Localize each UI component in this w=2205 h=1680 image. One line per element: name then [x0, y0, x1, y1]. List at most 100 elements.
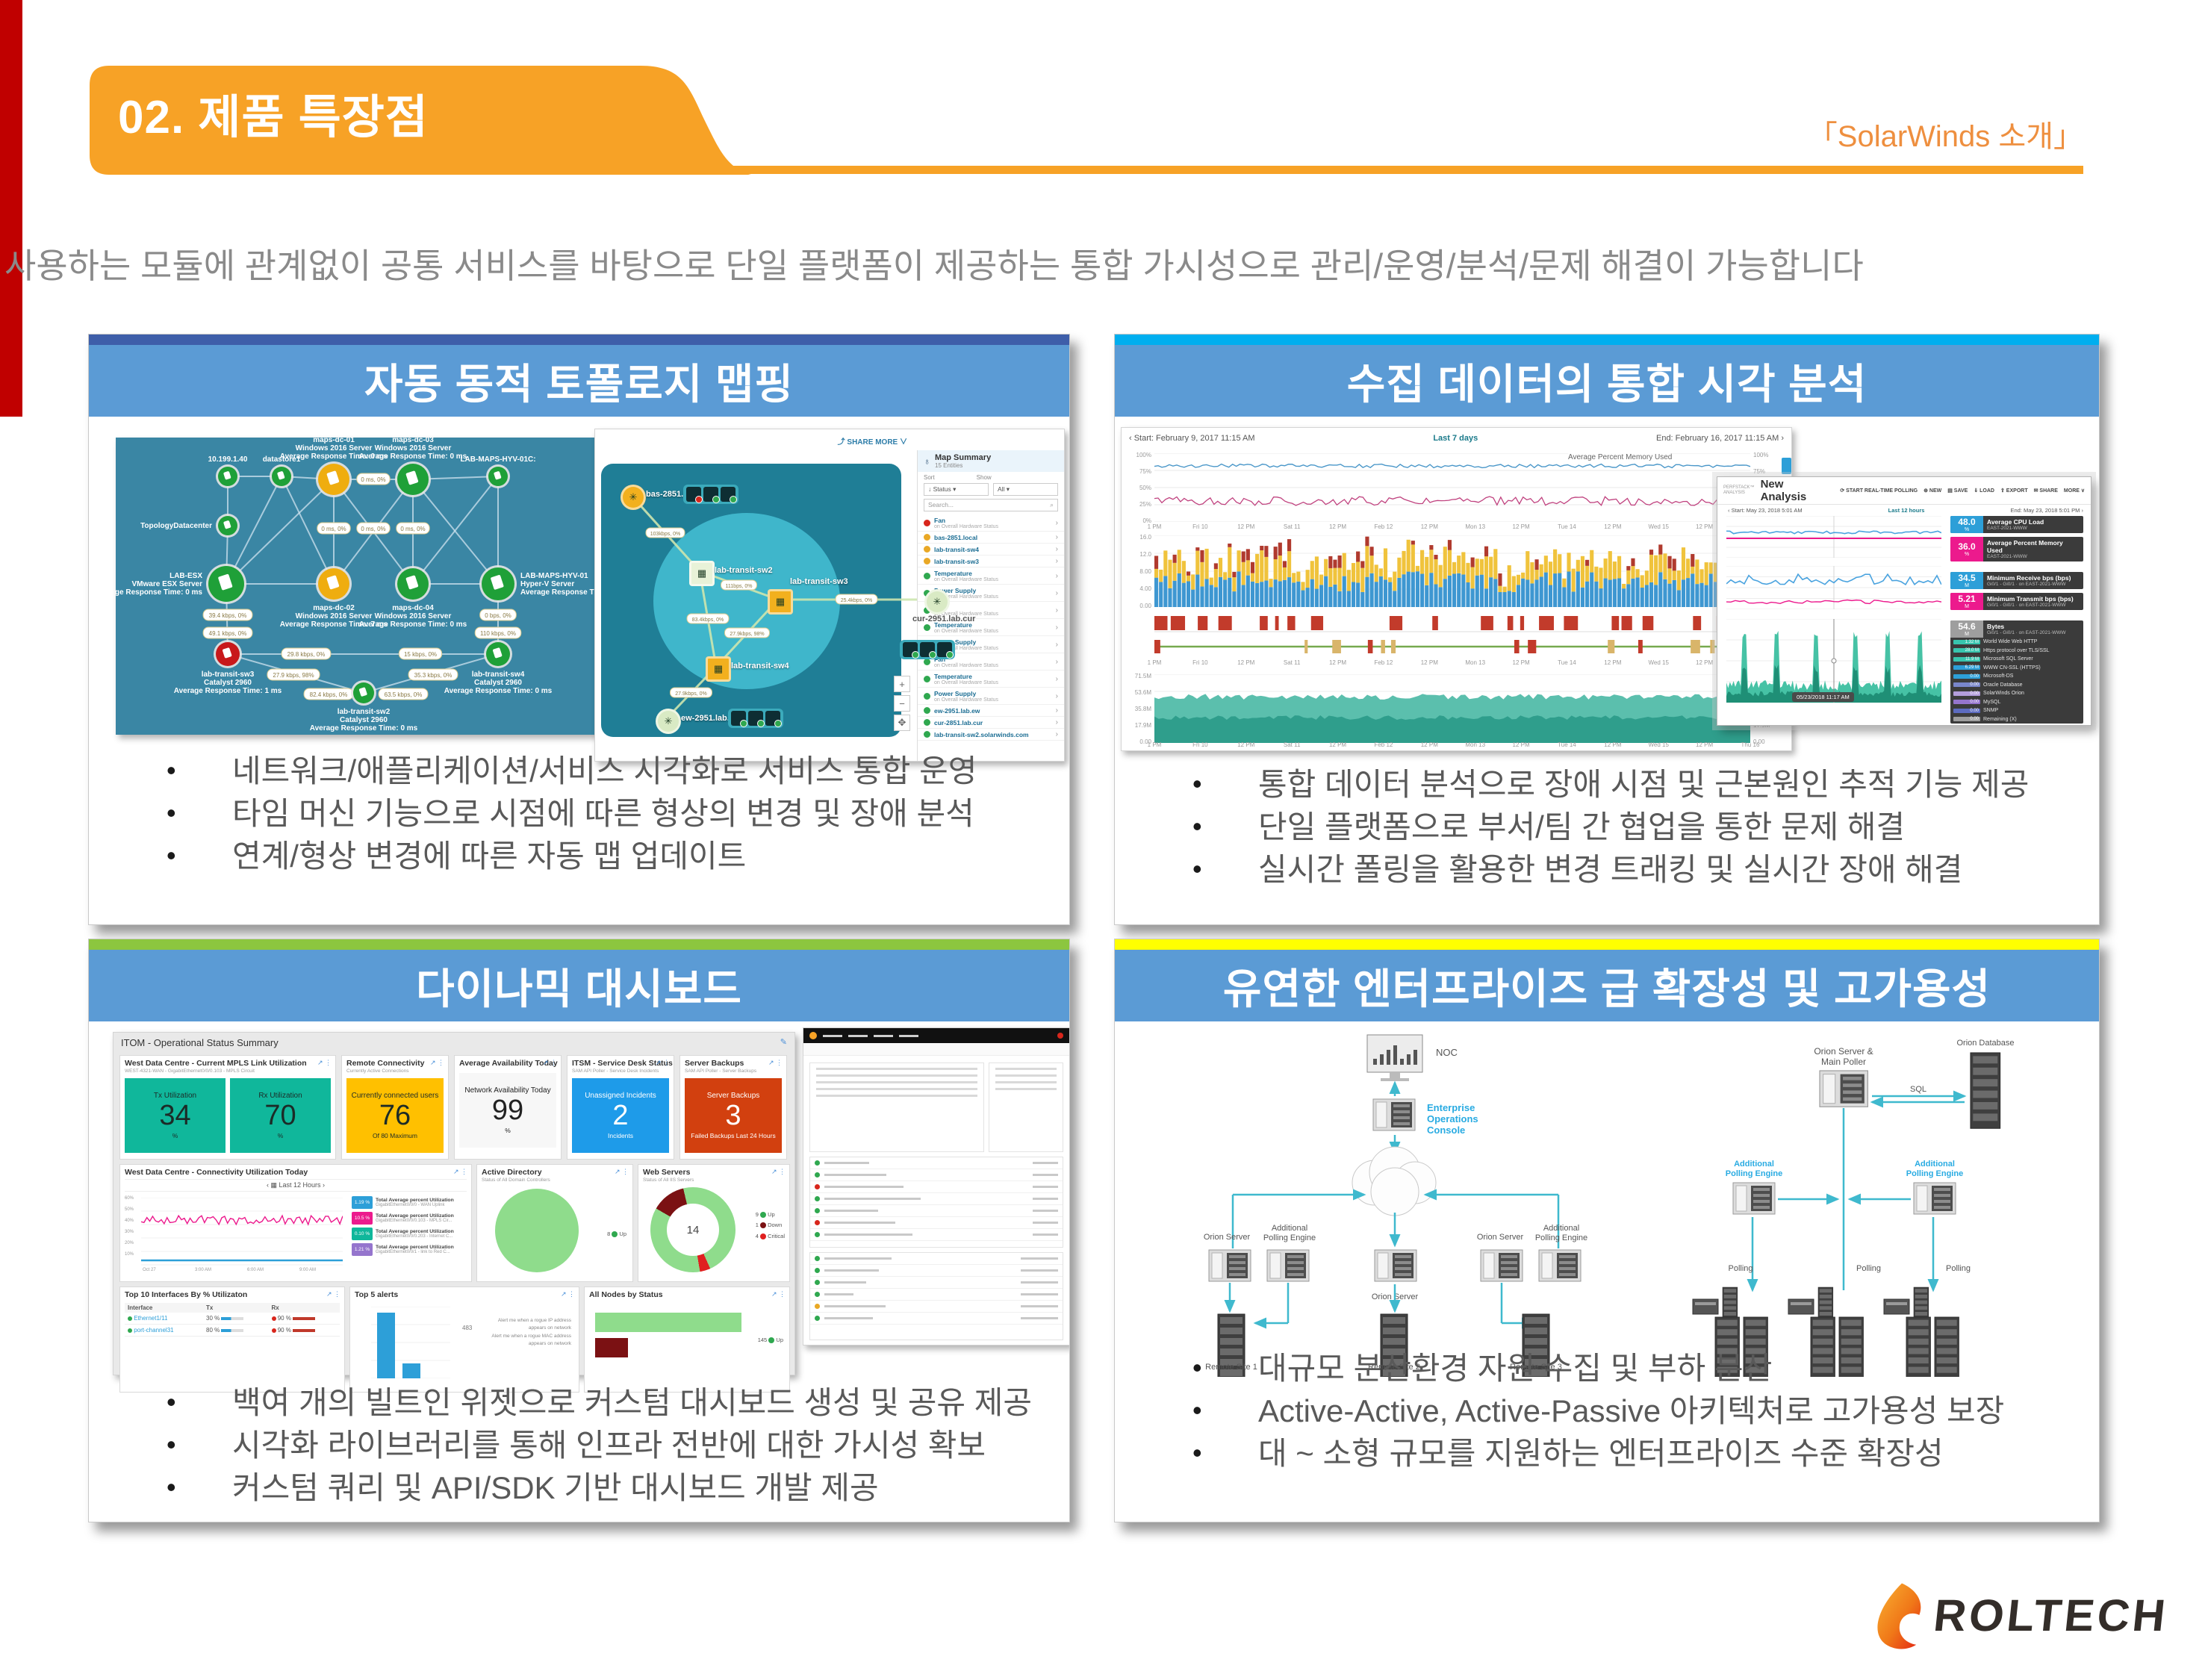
- svg-text:63.5 kbps, 0%: 63.5 kbps, 0%: [385, 691, 423, 698]
- widget-card[interactable]: Web Servers Status of All IIS Servers ↗ ⋮ 1…: [638, 1164, 790, 1282]
- entity-list-item[interactable]: cur-2851.lab.cur ›: [918, 717, 1064, 729]
- widget-card[interactable]: Top 10 Interfaces By % Utilizaton ↗ ⋮ Inte…: [119, 1287, 345, 1393]
- chevron-right-icon: ›: [1055, 606, 1058, 615]
- widget-card[interactable]: All Nodes by Status ↗ ⋮ 145 Up: [584, 1287, 790, 1393]
- entity-list-item[interactable]: lab-transit-sw3 ›: [918, 556, 1064, 567]
- toolbar-button-load[interactable]: ⇓ LOAD: [1974, 488, 1994, 494]
- widget-card[interactable]: Server Backups SAM API Poller - Server Ba…: [679, 1055, 787, 1160]
- map-node[interactable]: ▦: [768, 589, 793, 615]
- protocol-row: 0.00 Microsoft-DS: [1953, 673, 2080, 680]
- toolbar-button-export[interactable]: ⇪ EXPORT: [2000, 488, 2028, 494]
- bullet: 단일 플랫폼으로 부서/팀 간 협업을 통한 문제 해결: [1187, 808, 2078, 847]
- topology-node[interactable]: [395, 461, 431, 497]
- topology-node[interactable]: [214, 640, 242, 668]
- entity-list-item[interactable]: Power Supply on Overall Hardware Status ›: [918, 688, 1064, 705]
- bullet: 통합 데이터 분석으로 장애 시점 및 근본원인 추적 기능 제공: [1187, 765, 2078, 805]
- map-node[interactable]: ✳: [924, 589, 950, 615]
- hardware-sensor-badge: [683, 485, 738, 504]
- topology-node[interactable]: [486, 464, 510, 488]
- chevron-right-icon: ›: [1055, 588, 1058, 597]
- widget-actions-icon[interactable]: ↗ ⋮: [614, 1168, 629, 1175]
- widget-actions-icon[interactable]: ↗ ⋮: [560, 1290, 575, 1298]
- widget-actions-icon[interactable]: ↗ ⋮: [768, 1059, 783, 1066]
- show-dropdown[interactable]: All ▾: [993, 483, 1058, 496]
- metric-card[interactable]: 34.5 M Minimum Receive bps (bps) Gi0/1 - Gi…: [1950, 572, 2083, 589]
- topology-node[interactable]: [395, 566, 431, 602]
- toolbar-button-save[interactable]: ▤ SAVE: [1947, 488, 1968, 494]
- sort-dropdown[interactable]: ↓ Status ▾: [924, 483, 989, 496]
- legend-item: 0.10 % Total Average percent Utilization G…: [352, 1228, 465, 1240]
- toolbar-button-more[interactable]: MORE ∨: [2063, 488, 2085, 494]
- widget-card[interactable]: Active Directory Status of All Domain Con…: [476, 1164, 633, 1282]
- entity-list-item[interactable]: ew-2951.lab.ew ›: [918, 705, 1064, 717]
- map-node[interactable]: ✳: [656, 709, 681, 734]
- map-node[interactable]: ▦: [689, 561, 715, 586]
- widget-actions-icon[interactable]: ↗ ⋮: [771, 1290, 786, 1298]
- metric-card[interactable]: 1.32 M World Wide Web HTTP 28.0 M Https pro…: [1950, 620, 2083, 724]
- topology-node[interactable]: [270, 464, 293, 488]
- protocol-row: 0.00 Remaining (X): [1953, 716, 2080, 724]
- topology-node[interactable]: [206, 564, 246, 604]
- cursor-tooltip: 05/23/2018 11:17 AM: [1792, 692, 1854, 702]
- metric-card[interactable]: 5.21 M Minimum Transmit bps (bps) Gi0/1 - G…: [1950, 593, 2083, 610]
- widget-actions-icon[interactable]: ↗ ⋮: [452, 1168, 467, 1175]
- metric-card[interactable]: 48.0% Average CPU Load EAST-2021-WWW: [1950, 516, 2083, 533]
- widget-card[interactable]: ITSM - Service Desk Status SAM API Poller…: [567, 1055, 674, 1160]
- end-time: End: February 16, 2017 11:15 AM ›: [1655, 434, 1784, 443]
- map-node[interactable]: ▦: [706, 656, 731, 682]
- topology-node[interactable]: [479, 565, 517, 603]
- svg-text:39.4 kbps, 0%: 39.4 kbps, 0%: [209, 612, 247, 619]
- topology-node[interactable]: [484, 640, 512, 668]
- zoom-out-button[interactable]: −: [894, 695, 910, 712]
- topology-node[interactable]: [316, 566, 352, 602]
- page-title: 02. 제품 특장점: [118, 92, 429, 143]
- range-label[interactable]: Last 7 days: [1433, 434, 1478, 443]
- protocol-row: 0.00 SolarWinds Orion: [1953, 690, 2080, 697]
- widget-actions-icon[interactable]: ↗ ⋮: [326, 1290, 340, 1298]
- svg-text:SQL: SQL: [1910, 1085, 1926, 1094]
- toolbar-button-new[interactable]: ⊕ NEW: [1923, 488, 1942, 494]
- topology-node[interactable]: [216, 514, 240, 538]
- entity-list-item[interactable]: Temperature on Overall Hardware Status ›: [918, 619, 1064, 636]
- widget-card[interactable]: Average Availability Today ↗ ⋮ Network Ava…: [454, 1055, 562, 1160]
- toolbar-button-share[interactable]: ✉ SHARE: [2033, 488, 2058, 494]
- roltech-wordmark: ROLTECH: [1931, 1590, 2171, 1640]
- entity-list-item[interactable]: lab-transit-sw2.solarwinds.com ›: [918, 729, 1064, 741]
- table-row[interactable]: Ethernet1/11 30 % 90 %: [125, 1313, 340, 1325]
- switch-icon: [1883, 1298, 1910, 1315]
- table-row[interactable]: port-channel31 80 % 90 %: [125, 1325, 340, 1337]
- entity-list-item[interactable]: lab-transit-sw4 ›: [918, 544, 1064, 556]
- svg-text:Enterprise: Enterprise: [1427, 1102, 1475, 1113]
- edit-icon[interactable]: ✎: [780, 1038, 787, 1047]
- share-button[interactable]: ⤴ SHARE: [837, 438, 874, 447]
- map-node[interactable]: ✳: [621, 485, 646, 510]
- topology-node[interactable]: [216, 464, 240, 488]
- pan-button[interactable]: ✥: [894, 715, 910, 731]
- widget-card[interactable]: Remote Connectivity Currently Active Conn…: [341, 1055, 449, 1160]
- time-range-selector[interactable]: ‹ ▦ Last 12 Hours ›: [125, 1179, 467, 1192]
- svg-text:Catalyst 2960: Catalyst 2960: [474, 679, 522, 687]
- widget-actions-icon[interactable]: ↗ ⋮: [317, 1059, 332, 1066]
- zoom-in-button[interactable]: +: [894, 676, 910, 692]
- widget-card[interactable]: West Data Centre - Current MPLS Link Uti…: [119, 1055, 336, 1160]
- widget-actions-icon[interactable]: ↗ ⋮: [429, 1059, 444, 1066]
- more-button[interactable]: MORE ∨: [873, 438, 907, 447]
- entity-list-item[interactable]: Temperature on Overall Hardware Status ›: [918, 567, 1064, 585]
- entity-list-item[interactable]: Temperature on Overall Hardware Status ›: [918, 671, 1064, 688]
- topology-node[interactable]: [351, 680, 376, 706]
- toolbar-button-start[interactable]: ⟳ START REAL-TIME POLLING: [1840, 488, 1918, 494]
- entity-list-item[interactable]: bas-2851.local ›: [918, 532, 1064, 544]
- topology-map-canvas[interactable]: [601, 464, 901, 737]
- widget-card[interactable]: Top 5 alerts ↗ ⋮ 483 Alert me when a rogue …: [349, 1287, 579, 1393]
- status-dot-icon: [924, 572, 930, 579]
- widget-card[interactable]: West Data Centre - Connectivity Utilizat…: [119, 1164, 472, 1282]
- widget-actions-icon[interactable]: ↗ ⋮: [771, 1168, 786, 1175]
- widget-actions-icon[interactable]: ↗ ⋮: [655, 1059, 670, 1066]
- search-input[interactable]: Search... ⌕: [924, 499, 1058, 511]
- svg-text:lab-transit-sw3: lab-transit-sw3: [202, 671, 255, 679]
- console-top-bar: [803, 1028, 1069, 1043]
- topology-node[interactable]: [316, 461, 352, 497]
- metric-card[interactable]: 36.0% Average Percent Memory Used EAST-202…: [1950, 537, 2083, 561]
- widget-actions-icon[interactable]: ↗ ⋮: [542, 1059, 557, 1066]
